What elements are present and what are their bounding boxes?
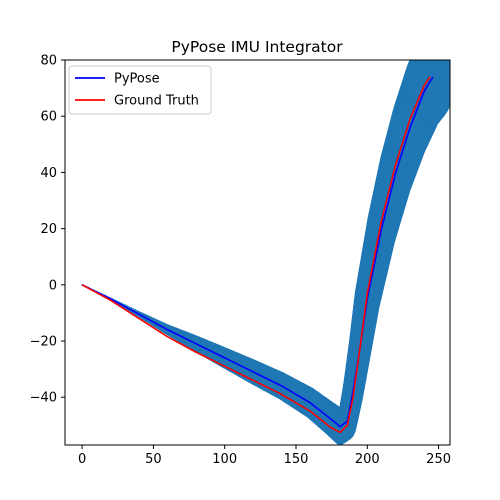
y-tick-label: 20 <box>40 222 57 237</box>
x-tick-label: 0 <box>78 452 86 467</box>
chart-title: PyPose IMU Integrator <box>171 38 343 56</box>
legend-label-ground-truth: Ground Truth <box>114 94 199 109</box>
y-tick-label: 80 <box>40 54 57 69</box>
legend: PyPose Ground Truth <box>68 65 212 115</box>
x-axis: 0 50 100 150 200 250 <box>78 445 451 467</box>
y-tick-label: 0 <box>49 278 57 293</box>
series-line-ground-truth <box>81 76 431 434</box>
x-tick-label: 250 <box>426 452 451 467</box>
x-tick-label: 100 <box>212 452 237 467</box>
y-tick-label: 40 <box>40 166 57 181</box>
x-tick-label: 200 <box>355 452 380 467</box>
uncertainty-ellipse <box>410 60 450 122</box>
series-line-pypose <box>81 76 434 428</box>
y-tick-label: −20 <box>30 335 57 350</box>
plot-frame <box>64 59 451 446</box>
y-tick-label: 60 <box>40 110 57 125</box>
y-tick-label: −40 <box>30 391 57 406</box>
series-lines <box>81 76 434 434</box>
x-tick-label: 50 <box>145 452 162 467</box>
legend-label-pypose: PyPose <box>114 72 160 87</box>
y-axis: −40 −20 0 20 40 60 80 <box>30 54 65 406</box>
x-tick-label: 150 <box>284 452 309 467</box>
